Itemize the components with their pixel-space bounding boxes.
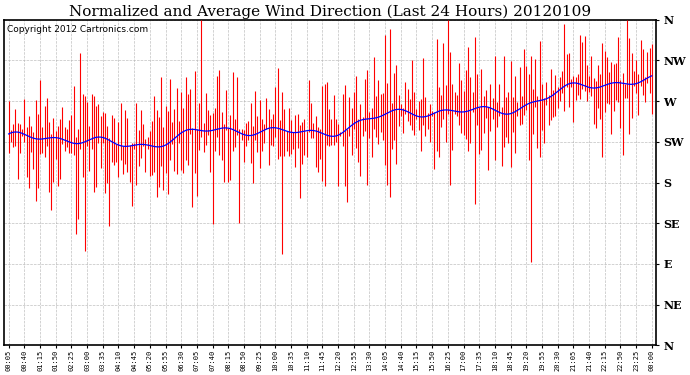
Text: Copyright 2012 Cartronics.com: Copyright 2012 Cartronics.com — [8, 25, 148, 34]
Title: Normalized and Average Wind Direction (Last 24 Hours) 20120109: Normalized and Average Wind Direction (L… — [69, 4, 591, 18]
